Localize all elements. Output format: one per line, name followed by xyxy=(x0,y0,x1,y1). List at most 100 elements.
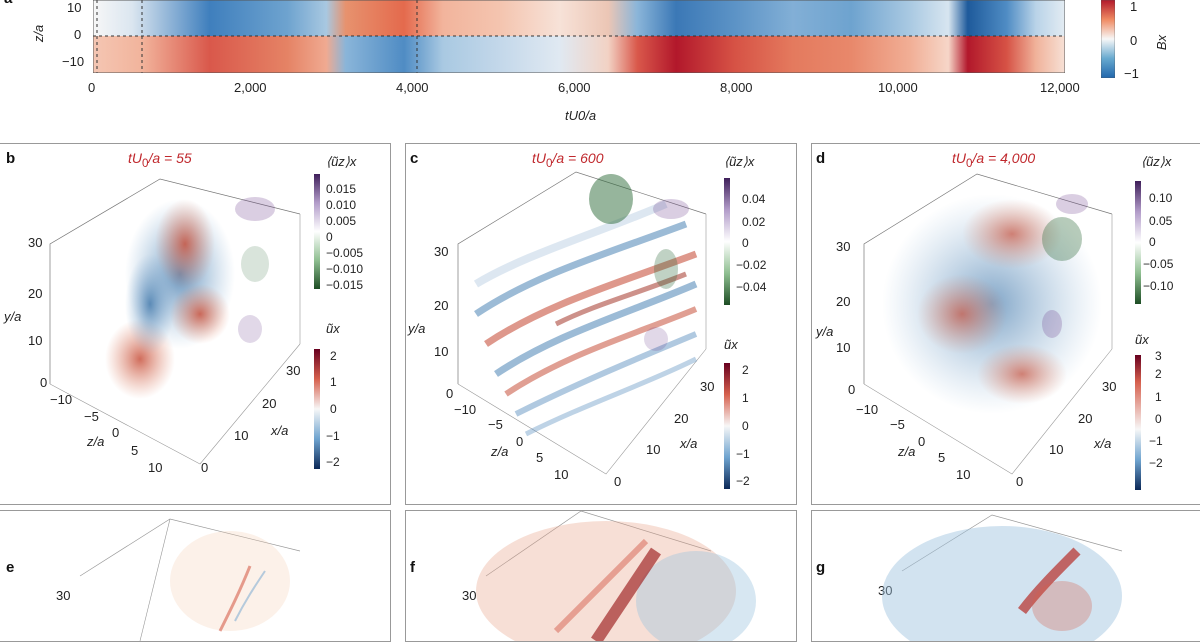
panel-d: d tU0/a = 4,000 xyxy=(811,143,1200,505)
panel-b-3d-render xyxy=(49,178,301,465)
uz-tick: 0.010 xyxy=(326,198,357,212)
uz-tick: 0 xyxy=(742,236,749,250)
z-tick: 5 xyxy=(131,443,139,458)
uz-tick: 0.10 xyxy=(1149,191,1173,205)
panel-d-ux-colorbar xyxy=(1135,355,1141,490)
y-tick: 0 xyxy=(848,382,856,397)
y-label: y/a xyxy=(4,309,22,324)
ux-tick: 1 xyxy=(742,391,749,405)
ux-tick: −2 xyxy=(1149,456,1163,470)
panel-d-uz-colorbar xyxy=(1135,181,1141,304)
ux-tick: −1 xyxy=(1149,434,1163,448)
panel-c-uz-colorbar xyxy=(724,178,730,305)
uz-tick: 0.02 xyxy=(742,215,766,229)
ux-tick: 2 xyxy=(742,363,749,377)
z-tick: 5 xyxy=(536,450,544,465)
bx-cb-tick: 1 xyxy=(1130,0,1138,14)
ux-tick: 1 xyxy=(1155,390,1162,404)
x-tick: 20 xyxy=(262,396,277,411)
y-tick: 10 xyxy=(836,340,851,355)
x-tick: 10 xyxy=(234,428,249,443)
panel-f-3d-render xyxy=(476,511,756,641)
a-xtick: 6,000 xyxy=(558,80,591,95)
uz-tick: −0.02 xyxy=(736,258,767,272)
y-tick: 30 xyxy=(28,235,43,250)
y-tick: 0 xyxy=(446,386,454,401)
panel-d-uz-label: ⟨ũz⟩x xyxy=(1141,154,1172,169)
y-tick: 0 xyxy=(40,375,48,390)
panel-g-3d-render xyxy=(882,514,1123,641)
y-label: y/a xyxy=(408,321,426,336)
y-tick: 10 xyxy=(434,344,449,359)
x-label: x/a xyxy=(271,423,289,438)
x-tick: 30 xyxy=(1102,379,1117,394)
a-ytick: 10 xyxy=(67,0,82,15)
panel-a-label: a xyxy=(4,0,12,7)
z-tick: 10 xyxy=(956,467,971,482)
uz-tick: −0.04 xyxy=(736,280,767,294)
panel-f-label: f xyxy=(410,559,415,576)
x-tick: 30 xyxy=(700,379,715,394)
ux-tick: −2 xyxy=(326,455,340,469)
y-tick: 30 xyxy=(434,244,449,259)
panel-c-3d-render xyxy=(457,171,707,475)
z-label: z/a xyxy=(491,444,509,459)
uz-tick: 0.05 xyxy=(1149,214,1173,228)
panel-g: g 30 xyxy=(811,510,1200,642)
z-tick: −5 xyxy=(84,409,99,424)
panel-c-uz-label: ⟨ũz⟩x xyxy=(724,154,755,169)
bx-cb-tick: −1 xyxy=(1124,66,1139,81)
ux-tick: 0 xyxy=(742,419,749,433)
x-tick: 0 xyxy=(1016,474,1024,489)
f-y-tick: 30 xyxy=(462,588,477,603)
panel-c-label: c xyxy=(410,150,419,167)
panel-e-3d-render xyxy=(79,518,301,641)
a-xtick: 0 xyxy=(88,80,96,95)
ux-tick: 1 xyxy=(330,375,337,389)
panel-a: a xyxy=(0,0,1200,135)
z-label: z/a xyxy=(87,434,105,449)
panel-f: f 30 xyxy=(405,510,797,642)
a-xtick: 12,000 xyxy=(1040,80,1080,95)
a-ytick: 0 xyxy=(74,27,82,42)
z-label: z/a xyxy=(898,444,916,459)
x-tick: 10 xyxy=(1049,442,1064,457)
y-tick: 20 xyxy=(28,286,43,301)
a-xtick: 8,000 xyxy=(720,80,753,95)
uz-tick: −0.015 xyxy=(326,278,364,292)
x-tick: 30 xyxy=(286,363,301,378)
g-y-tick: 30 xyxy=(878,583,893,598)
panel-b-ux-colorbar xyxy=(314,349,320,469)
panel-b-label: b xyxy=(6,150,16,167)
a-xtick: 10,000 xyxy=(878,80,918,95)
z-tick: −10 xyxy=(856,402,879,417)
z-tick: 10 xyxy=(554,467,569,482)
z-tick: −10 xyxy=(454,402,477,417)
panel-e-label: e xyxy=(6,559,15,576)
y-label: y/a xyxy=(816,324,834,339)
bx-heatmap xyxy=(93,0,1065,73)
panel-b-uz-colorbar xyxy=(314,174,320,289)
x-tick: 0 xyxy=(614,474,622,489)
z-tick: 10 xyxy=(148,460,163,475)
ux-tick: 2 xyxy=(330,349,337,363)
a-xlabel: tU0/a xyxy=(565,108,597,123)
panel-b: b tU0/a = 55 xyxy=(0,143,391,505)
uz-tick: −0.10 xyxy=(1143,279,1174,293)
panel-d-ux-label: ũx xyxy=(1135,332,1149,347)
panel-c: c tU0/a = 600 xyxy=(405,143,797,505)
panel-d-label: d xyxy=(816,150,826,167)
panel-b-ux-label: ũx xyxy=(326,321,340,336)
ux-tick: −1 xyxy=(326,429,340,443)
x-tick: 20 xyxy=(1078,411,1093,426)
x-tick: 0 xyxy=(201,460,209,475)
z-tick: 0 xyxy=(516,434,524,449)
panel-c-title: tU0/a = 600 xyxy=(532,150,604,170)
ux-tick: 3 xyxy=(1155,349,1162,363)
panel-c-ux-label: ũx xyxy=(724,337,738,352)
panel-c-ux-colorbar xyxy=(724,363,730,489)
x-tick: 10 xyxy=(646,442,661,457)
x-label: x/a xyxy=(680,436,698,451)
panel-g-label: g xyxy=(816,559,826,576)
z-tick: −5 xyxy=(890,417,905,432)
